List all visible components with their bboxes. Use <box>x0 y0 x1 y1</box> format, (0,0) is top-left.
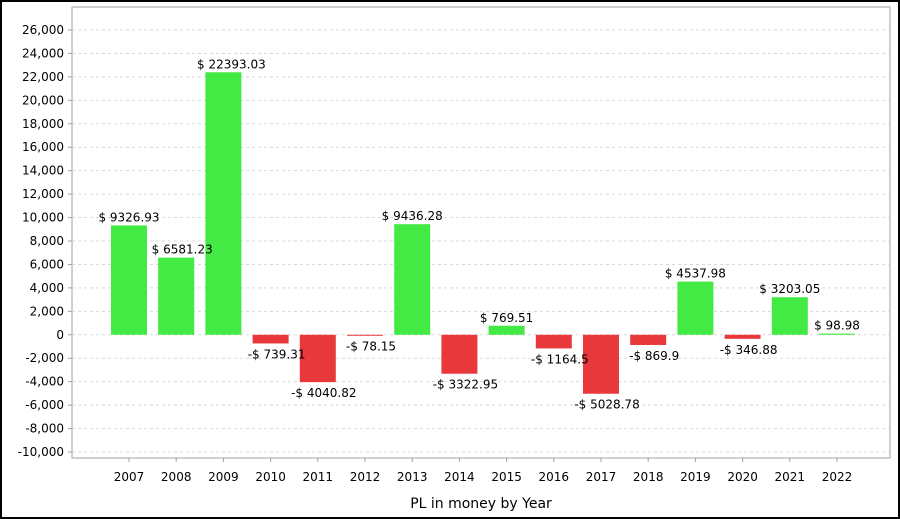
bars <box>111 72 855 394</box>
x-tick-label: 2008 <box>161 470 192 484</box>
x-tick-label: 2014 <box>444 470 475 484</box>
y-tick-label: -2,000 <box>25 351 64 365</box>
bar <box>299 334 336 383</box>
bar <box>583 334 619 394</box>
data-label: $ 9436.28 <box>382 209 443 223</box>
x-tick-label: 2009 <box>208 470 239 484</box>
x-tick-label: 2021 <box>775 470 806 484</box>
y-tick-label: -4,000 <box>25 375 64 389</box>
y-tick-label: 20,000 <box>22 93 64 107</box>
y-tick-label: -8,000 <box>25 422 64 436</box>
y-tick-label: 24,000 <box>22 46 64 60</box>
y-tick-label: 0 <box>56 328 64 342</box>
y-tick-label: -6,000 <box>25 398 64 412</box>
y-tick-label: 10,000 <box>22 211 64 225</box>
bar <box>158 257 195 335</box>
x-tick-label: 2011 <box>303 470 334 484</box>
y-tick-label: 22,000 <box>22 70 64 84</box>
bar <box>724 334 761 339</box>
data-label: $ 98.98 <box>814 319 860 333</box>
data-label: -$ 869.9 <box>629 349 679 363</box>
x-tick-label: 2015 <box>491 470 522 484</box>
data-label: $ 4537.98 <box>665 267 726 281</box>
y-tick-label: 14,000 <box>22 164 64 178</box>
x-tick-label: 2012 <box>350 470 381 484</box>
y-tick-label: 26,000 <box>22 23 64 37</box>
bar <box>630 334 667 345</box>
bar <box>677 281 714 335</box>
y-tick-label: 18,000 <box>22 117 64 131</box>
y-tick-label: -10,000 <box>18 445 64 459</box>
data-label: -$ 739.31 <box>248 347 306 361</box>
data-labels: $ 9326.93 $ 6581.23 $ 22393.03 -$ 739.31 -$ … <box>98 57 859 411</box>
data-label: -$ 78.15 <box>346 340 396 354</box>
bar <box>111 225 147 335</box>
x-tick-label: 2018 <box>633 470 664 484</box>
bar <box>441 334 478 374</box>
x-tick-label: 2007 <box>114 470 145 484</box>
data-label: $ 22393.03 <box>197 57 266 71</box>
x-tick-label: 2017 <box>586 470 617 484</box>
y-tick-label: 4,000 <box>30 281 64 295</box>
data-label: -$ 346.88 <box>720 343 778 357</box>
x-tick-label: 2016 <box>539 470 570 484</box>
y-tick-label: 16,000 <box>22 140 64 154</box>
x-tick-label: 2022 <box>822 470 853 484</box>
data-label: $ 6581.23 <box>152 243 213 257</box>
y-axis-ticks: 26,000 24,000 22,000 20,000 18,000 16,000 14,0… <box>18 23 64 459</box>
x-tick-label: 2019 <box>680 470 711 484</box>
x-axis-title: PL in money by Year <box>410 496 552 512</box>
data-label: -$ 5028.78 <box>574 398 639 412</box>
data-label: $ 9326.93 <box>98 210 159 224</box>
data-label: -$ 4040.82 <box>291 386 356 400</box>
bar <box>252 334 289 344</box>
y-tick-label: 6,000 <box>30 257 64 271</box>
bar <box>771 297 808 335</box>
bar <box>205 72 242 335</box>
y-tick-label: 8,000 <box>30 234 64 248</box>
x-tick-label: 2020 <box>727 470 758 484</box>
data-label: -$ 3322.95 <box>433 378 498 392</box>
bar <box>488 325 525 335</box>
bar <box>819 333 855 335</box>
y-tick-label: 12,000 <box>22 187 64 201</box>
data-label: -$ 1164.5 <box>531 352 589 366</box>
data-label: $ 3203.05 <box>759 282 820 296</box>
axes <box>68 29 838 462</box>
bar <box>535 334 572 349</box>
bar <box>394 224 431 335</box>
data-label: $ 769.51 <box>480 311 533 325</box>
x-tick-label: 2010 <box>255 470 286 484</box>
bar <box>347 334 383 336</box>
x-axis-ticks: 2007 2008 2009 2010 2011 2012 2013 2014 2015 2016… <box>114 470 853 484</box>
x-tick-label: 2013 <box>397 470 428 484</box>
y-tick-label: 2,000 <box>30 304 64 318</box>
